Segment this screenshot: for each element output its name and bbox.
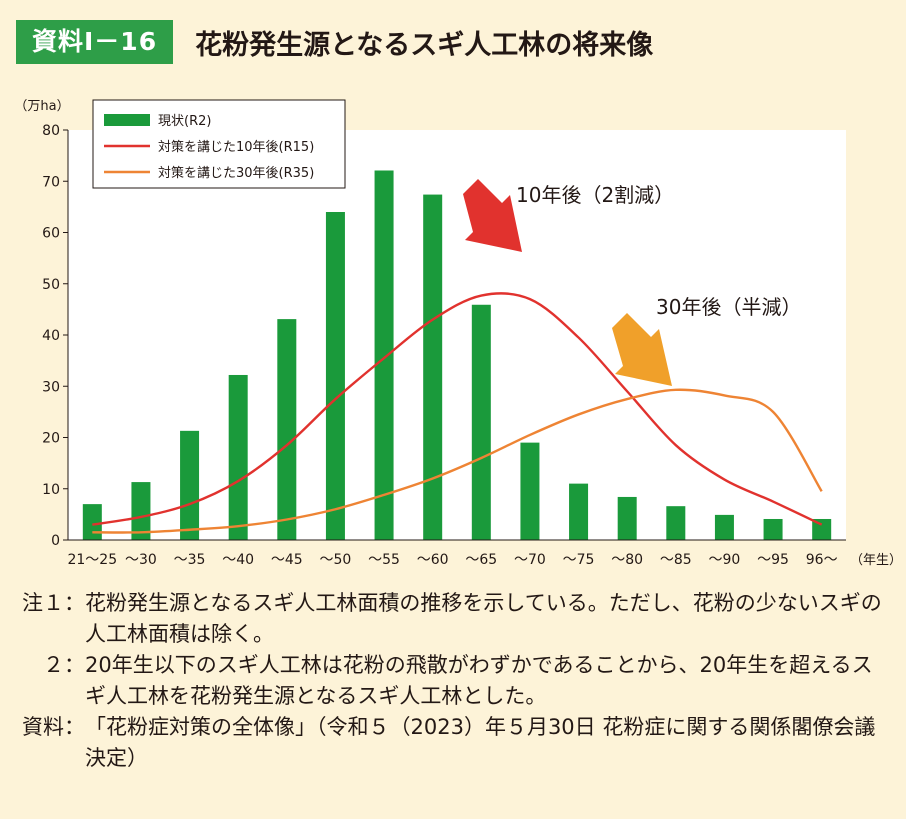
- annotation-10yr: 10年後（2割減）: [516, 183, 674, 207]
- y-tick-label: 20: [42, 431, 60, 447]
- note-text: 花粉発生源となるスギ人工林面積の推移を示している。ただし、花粉の少ないスギの人工…: [85, 591, 882, 646]
- x-tick-label: ～55: [368, 552, 400, 568]
- bar: [520, 442, 540, 540]
- y-tick-label: 10: [42, 482, 60, 498]
- legend-entry: 対策を講じた10年後(R15): [158, 139, 314, 155]
- x-tick-label: ～60: [417, 552, 449, 568]
- note-text: 「花粉症対策の全体像」（令和５（2023）年５月30日 花粉症に関する関係閣僚会…: [85, 715, 876, 770]
- x-tick-label: ～45: [271, 552, 303, 568]
- x-tick-label: ～50: [320, 552, 352, 568]
- x-tick-label: 21～25: [67, 552, 117, 568]
- x-tick-label: ～65: [465, 552, 497, 568]
- x-tick-label: 96～: [806, 552, 838, 568]
- annotations: 10年後（2割減） 30年後（半減）: [463, 179, 801, 386]
- x-tick-label: ～90: [709, 552, 741, 568]
- note-label: ２：: [22, 653, 85, 677]
- y-tick-label: 40: [42, 328, 60, 344]
- bar: [812, 518, 832, 540]
- y-tick-label: 30: [42, 379, 60, 395]
- source-note: 資料： 「花粉症対策の全体像」（令和５（2023）年５月30日 花粉症に関する関…: [22, 712, 892, 774]
- note-text: 20年生以下のスギ人工林は花粉の飛散がわずかであることから、20年生を超えるスギ…: [85, 653, 873, 708]
- header: 資料Ⅰ－16 花粉発生源となるスギ人工林の将来像: [16, 18, 653, 66]
- legend-entry: 対策を講じた30年後(R35): [158, 165, 314, 181]
- bar: [763, 518, 783, 540]
- bar: [423, 194, 443, 540]
- note-label: 資料：: [22, 715, 85, 739]
- x-tick-label: ～75: [563, 552, 595, 568]
- bar: [82, 504, 102, 540]
- x-tick-label: ～80: [611, 552, 643, 568]
- notes: 注１： 花粉発生源となるスギ人工林面積の推移を示している。ただし、花粉の少ないス…: [22, 588, 892, 774]
- x-axis-label: （年生）: [850, 553, 902, 568]
- line-series: [92, 292, 823, 534]
- x-tick-label: ～35: [174, 552, 206, 568]
- x-tick-label: ～40: [222, 552, 254, 568]
- legend: 現状(R2) 対策を講じた10年後(R15) 対策を講じた30年後(R35): [92, 99, 346, 189]
- bar: [180, 430, 200, 540]
- bar: [325, 212, 345, 540]
- x-tick-label: ～95: [757, 552, 789, 568]
- bar-series: [82, 170, 832, 541]
- y-tick-label: 0: [51, 533, 60, 549]
- x-tick-label: ～30: [125, 552, 157, 568]
- bar: [666, 506, 686, 540]
- annotation-arrow-10yr: [463, 179, 522, 252]
- annotation-arrow-30yr: [612, 313, 672, 386]
- bar: [617, 496, 637, 540]
- line-r35: [92, 388, 823, 534]
- y-tick-label: 50: [42, 277, 60, 293]
- bar: [131, 482, 151, 540]
- bar: [569, 483, 589, 540]
- bar: [374, 170, 394, 541]
- y-tick-label: 80: [42, 123, 60, 139]
- note-label: 注１：: [22, 591, 85, 615]
- x-tick-label: ～70: [514, 552, 546, 568]
- chart: 0 10 20 30 40 50 60 70 80 （万ha） 21～25 ～30 ～35 ～40 ～45 ～…: [14, 99, 902, 568]
- note-1: 注１： 花粉発生源となるスギ人工林面積の推移を示している。ただし、花粉の少ないス…: [22, 588, 892, 650]
- legend-swatch-bar: [104, 114, 150, 126]
- bar: [277, 319, 297, 540]
- y-axis-label: （万ha）: [14, 99, 69, 114]
- annotation-30yr: 30年後（半減）: [656, 295, 801, 319]
- note-2: ２： 20年生以下のスギ人工林は花粉の飛散がわずかであることから、20年生を超え…: [22, 650, 892, 712]
- bar: [228, 374, 248, 540]
- y-tick-label: 70: [42, 174, 60, 190]
- legend-entry: 現状(R2): [158, 114, 211, 129]
- x-tick-label: ～85: [660, 552, 692, 568]
- page-title: 花粉発生源となるスギ人工林の将来像: [195, 29, 654, 61]
- bar: [714, 514, 734, 540]
- figure-number-badge: 資料Ⅰ－16: [16, 20, 174, 64]
- bar: [471, 304, 491, 540]
- y-tick-label: 60: [42, 226, 60, 242]
- axes: 0 10 20 30 40 50 60 70 80 （万ha） 21～25 ～30 ～35 ～40 ～45 ～…: [14, 99, 902, 568]
- line-r15: [92, 292, 823, 526]
